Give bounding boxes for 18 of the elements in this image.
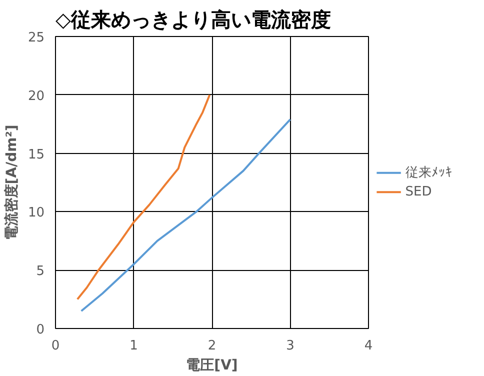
line-series	[80, 118, 292, 312]
x-tick-label: 4	[364, 338, 373, 354]
x-tick-label: 2	[208, 338, 216, 354]
y-tick-label: 25	[28, 30, 45, 46]
x-axis-title: 電圧[V]	[186, 358, 238, 374]
y-tick-label: 0	[36, 322, 45, 338]
x-tick-label: 3	[286, 338, 294, 354]
y-tick-label: 10	[28, 206, 45, 221]
y-tick-label: 15	[28, 147, 45, 162]
y-axis-title: 電流密度[A/dm²]	[2, 124, 20, 240]
x-tick-label: 0	[51, 338, 60, 354]
legend-label: SED	[405, 184, 432, 200]
chart-title: ◇従来めっきより高い電流密度	[56, 8, 331, 32]
x-tick-label: 1	[130, 338, 138, 354]
line-series	[76, 94, 211, 300]
legend-label: 従来ﾒｯｷ	[405, 165, 452, 180]
y-tick-label: 20	[28, 88, 45, 104]
y-tick-label: 5	[36, 264, 45, 280]
